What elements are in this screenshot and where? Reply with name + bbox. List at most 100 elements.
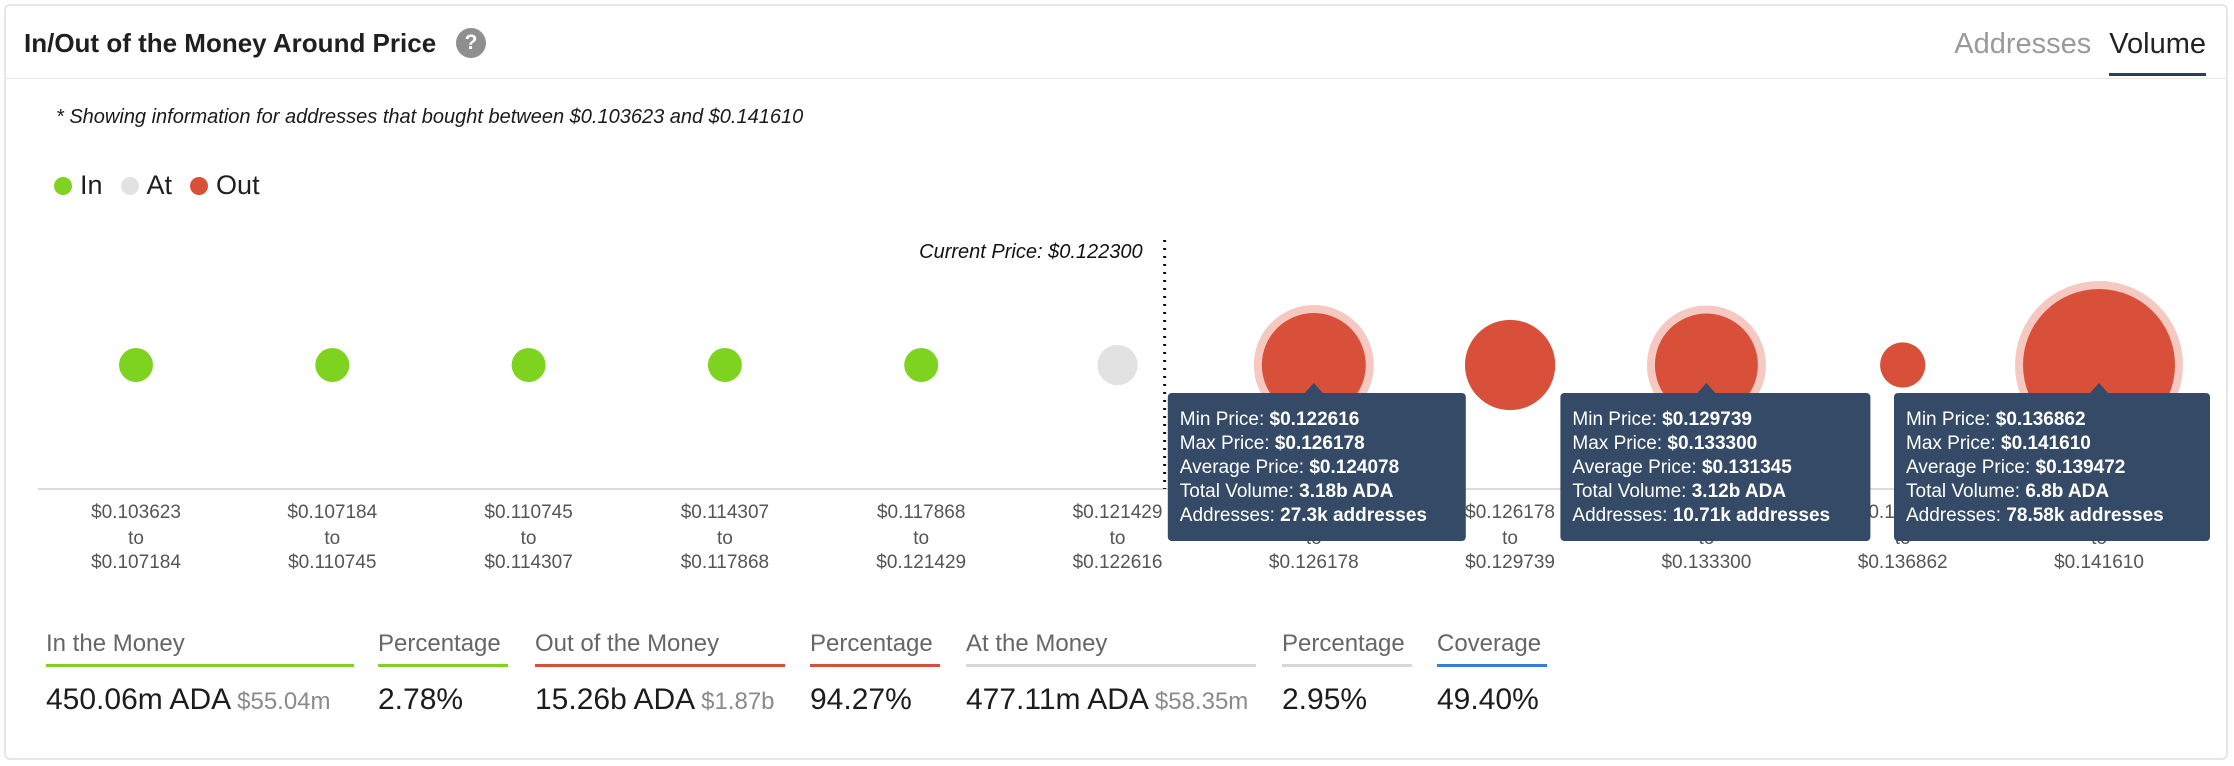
tick-label-connector: to <box>913 528 929 549</box>
tooltip-line-label: Min Price: <box>1572 409 1662 430</box>
tick-label-to: $0.114307 <box>484 552 572 573</box>
bubble-out <box>1464 319 1556 411</box>
legend-item-in[interactable]: In <box>54 170 103 201</box>
tooltip-line-label: Total Volume: <box>1572 481 1691 502</box>
bubble-out <box>1880 342 1926 388</box>
legend-label-in: In <box>80 170 103 200</box>
stat-value: 450.06m ADA $55.04m <box>46 683 354 717</box>
stat-label: Out of the Money <box>535 630 785 667</box>
stat-value: 2.78% <box>378 683 508 717</box>
stat-value-main: 94.27% <box>810 683 912 716</box>
widget-title: In/Out of the Money Around Price <box>24 28 437 58</box>
bubble-at <box>1097 344 1138 386</box>
legend-item-at[interactable]: At <box>120 170 173 201</box>
legend-item-out[interactable]: Out <box>190 170 260 201</box>
tooltip-line-value: $0.139472 <box>2036 457 2126 478</box>
stat-out-of-the-money: Out of the Money 15.26b ADA $1.87b <box>535 630 785 717</box>
legend-label-out: Out <box>216 170 260 200</box>
tooltip-line-label: Total Volume: <box>1906 481 2025 502</box>
tooltip-line-label: Min Price: <box>1180 409 1270 430</box>
tick-label-to: $0.121429 <box>876 552 966 573</box>
stat-in-the-money: In the Money 450.06m ADA $55.04m <box>46 630 354 717</box>
tick-label-connector: to <box>1502 528 1518 549</box>
tooltip-line-value: 6.8b ADA <box>2025 481 2109 502</box>
tooltip-pointer <box>1304 383 1323 393</box>
stat-value-main: 49.40% <box>1437 683 1539 716</box>
stat-value: 477.11m ADA $58.35m <box>966 683 1256 717</box>
bubble-chart: Current Price: $0.122300 $0.103623 to $0.10… <box>38 240 2210 573</box>
tooltip-line-value: 3.12b ADA <box>1692 481 1787 502</box>
tab-volume[interactable]: Volume <box>2109 28 2206 76</box>
tooltip-line: Total Volume: 6.8b ADA <box>1906 481 2109 502</box>
stat-label: Coverage <box>1437 630 1547 667</box>
tick-label-connector: to <box>324 528 340 549</box>
tooltip-line: Max Price: $0.126178 <box>1180 433 1365 454</box>
tooltip-pointer <box>2090 383 2108 393</box>
stat-label: Percentage <box>378 630 508 667</box>
stat-label: Percentage <box>1282 630 1412 667</box>
widget-header: In/Out of the Money Around Price ? Addre… <box>6 6 2226 79</box>
tooltip-line-label: Addresses: <box>1906 505 2006 526</box>
tooltip-box <box>1167 393 1466 541</box>
tooltip-line-value: 10.71k addresses <box>1673 505 1830 526</box>
stat-value-main: 2.95% <box>1282 683 1368 716</box>
tick-label-connector: to <box>128 528 144 549</box>
tooltip-line-label: Average Price: <box>1572 457 1702 478</box>
tooltip-line-value: $0.122616 <box>1270 409 1360 430</box>
tick-label-from: $0.114307 <box>681 502 769 523</box>
tick-label-from: $0.117868 <box>877 502 965 523</box>
tab-addresses[interactable]: Addresses <box>1954 28 2092 60</box>
tooltip-line: Addresses: 10.71k addresses <box>1572 505 1830 526</box>
bubble-in <box>119 348 153 382</box>
stat-at-percentage: Percentage 2.95% <box>1282 630 1412 717</box>
tooltip-line-label: Min Price: <box>1906 409 1996 430</box>
bubble-out <box>1654 313 1758 417</box>
tooltip-line: Max Price: $0.133300 <box>1572 433 1757 454</box>
tick-label-to: $0.126178 <box>1269 552 1359 573</box>
chart-legend: In At Out <box>54 170 278 201</box>
tooltip-line: Average Price: $0.131345 <box>1572 457 1792 478</box>
tooltip-box <box>1894 393 2210 541</box>
tooltip-line-value: $0.136862 <box>1996 409 2086 430</box>
stat-value: 94.27% <box>810 683 940 717</box>
tick-label-to: $0.133300 <box>1661 552 1751 573</box>
tooltip-line-label: Max Price: <box>1572 433 1667 454</box>
tooltip-line: Max Price: $0.141610 <box>1906 433 2091 454</box>
tooltip-line: Total Volume: 3.12b ADA <box>1572 481 1786 502</box>
stat-label: Percentage <box>810 630 940 667</box>
legend-label-at: At <box>146 170 173 200</box>
tooltip-line-value: $0.141610 <box>2001 433 2091 454</box>
stat-value-usd: $55.04m <box>237 688 331 715</box>
stat-label: At the Money <box>966 630 1256 667</box>
tooltip: Min Price: $0.136862 Max Price: $0.141610… <box>1894 383 2210 541</box>
tooltip-box <box>1560 393 1871 541</box>
stat-value-main: 450.06m ADA <box>46 683 232 716</box>
tooltip-line-value: 27.3k addresses <box>1280 505 1427 526</box>
tooltip-line: Addresses: 27.3k addresses <box>1180 505 1427 526</box>
tick-label-to: $0.117868 <box>681 552 769 573</box>
tick-label-from: $0.121429 <box>1073 502 1163 523</box>
stat-value-usd: $1.87b <box>701 688 775 715</box>
tooltip-line-label: Total Volume: <box>1180 481 1299 502</box>
bubble-in <box>315 348 350 382</box>
tick-label-connector: to <box>1110 528 1126 549</box>
stat-in-percentage: Percentage 2.78% <box>378 630 508 717</box>
stat-value-main: 477.11m ADA <box>966 683 1149 716</box>
price-range-note: * Showing information for addresses that… <box>56 106 804 128</box>
current-price-label: Current Price: $0.122300 <box>919 241 1142 263</box>
tick-label-from: $0.110745 <box>484 502 572 523</box>
tooltip-line-label: Addresses: <box>1572 505 1672 526</box>
question-mark-icon[interactable]: ? <box>456 28 486 58</box>
stat-value: 2.95% <box>1282 683 1412 717</box>
stat-out-percentage: Percentage 94.27% <box>810 630 940 717</box>
stat-value: 49.40% <box>1437 683 1547 717</box>
bubble-in <box>707 348 742 382</box>
widget-card: In/Out of the Money Around Price ? Addre… <box>4 4 2228 760</box>
view-tabs: Addresses Volume <box>1954 28 2206 76</box>
tick-label-to: $0.136862 <box>1858 552 1948 573</box>
tooltip-line: Min Price: $0.129739 <box>1572 409 1752 430</box>
bubble-in <box>904 348 939 382</box>
tooltip-line: Min Price: $0.136862 <box>1906 409 2086 430</box>
tooltip-line-label: Max Price: <box>1180 433 1275 454</box>
tooltip-line-label: Average Price: <box>1906 457 2036 478</box>
